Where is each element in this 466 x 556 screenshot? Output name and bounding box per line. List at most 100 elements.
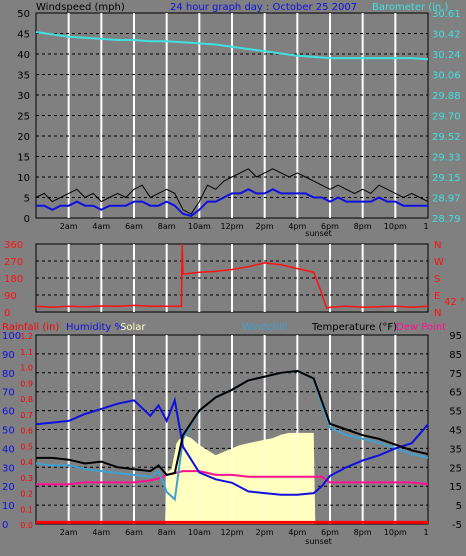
time-label: 4pm bbox=[288, 528, 306, 537]
time-label: 8am bbox=[158, 222, 176, 231]
direction-tick: 90 bbox=[4, 291, 17, 302]
barometer-tick: 29.52 bbox=[432, 132, 461, 143]
compass-tick: W bbox=[434, 257, 444, 268]
time-label: 4am bbox=[92, 222, 110, 231]
time-label: 6pm bbox=[321, 528, 339, 537]
barometer-tick: 29.70 bbox=[432, 112, 461, 123]
windspeed-tick: 20 bbox=[17, 132, 30, 143]
humidity-label: Humidity % bbox=[66, 322, 124, 333]
humidity-tick: 30 bbox=[2, 463, 15, 474]
humidity-tick: 10 bbox=[2, 501, 15, 512]
rain-tick: 0.9 bbox=[20, 379, 33, 388]
humidity-tick: 90 bbox=[2, 350, 15, 361]
barometer-tick: 28.79 bbox=[432, 214, 461, 225]
barometer-tick: 30.06 bbox=[432, 71, 461, 82]
compass-tick: E bbox=[434, 291, 440, 302]
barometer-tick: 29.33 bbox=[432, 153, 461, 164]
solar-label: Solar bbox=[120, 322, 146, 333]
time-label: 4am bbox=[92, 528, 110, 537]
humidity-tick: 40 bbox=[2, 444, 15, 455]
rain-tick: 0.6 bbox=[20, 427, 33, 436]
time-label: 8pm bbox=[354, 222, 372, 231]
humidity-tick: 100 bbox=[2, 331, 21, 342]
time-label: 12pm bbox=[220, 528, 243, 537]
temperature-tick: 95 bbox=[449, 331, 462, 342]
rain-tick: 0.0 bbox=[20, 521, 33, 530]
humidity-tick: 50 bbox=[2, 426, 15, 437]
humidity-tick: 0 bbox=[2, 520, 8, 531]
direction-tick: 270 bbox=[4, 257, 23, 268]
direction-tick: 180 bbox=[4, 274, 23, 285]
windspeed-tick: 0 bbox=[24, 214, 30, 225]
windspeed-tick: 50 bbox=[17, 9, 30, 20]
humidity-line bbox=[35, 396, 429, 496]
dewpoint-label: Dew Point bbox=[396, 322, 446, 333]
direction-value-label: 42 ° bbox=[444, 297, 465, 308]
temperature-tick: 85 bbox=[449, 350, 462, 361]
windspeed-tick: 15 bbox=[17, 153, 30, 164]
temperature-tick: 75 bbox=[449, 369, 462, 380]
compass-tick: N bbox=[434, 240, 441, 251]
time-label: 10am bbox=[188, 222, 211, 231]
time-label-end: 1 bbox=[423, 528, 428, 537]
temperature-tick: 25 bbox=[449, 463, 462, 474]
rain-tick: 0.1 bbox=[20, 505, 33, 514]
rain-tick: 1.2 bbox=[20, 332, 33, 341]
windspeed-tick: 30 bbox=[17, 91, 30, 102]
windspeed-tick: 45 bbox=[17, 30, 30, 41]
time-label: 2pm bbox=[256, 222, 274, 231]
direction-tick: 0 bbox=[4, 308, 10, 319]
time-label: 6pm bbox=[321, 222, 339, 231]
rain-tick: 0.3 bbox=[20, 474, 33, 483]
barometer-tick: 29.15 bbox=[432, 173, 461, 184]
sunset-label: sunset bbox=[305, 537, 332, 546]
time-label: 8pm bbox=[354, 528, 372, 537]
windspeed-tick: 25 bbox=[17, 112, 30, 123]
humidity-tick: 70 bbox=[2, 388, 15, 399]
humidity-tick: 60 bbox=[2, 407, 15, 418]
temperature-line bbox=[36, 369, 429, 477]
windspeed-axis-label: Windspeed (mph) bbox=[36, 2, 125, 13]
windchill-label: Windchill bbox=[242, 322, 287, 333]
barometer-axis-label: Barometer (in.) bbox=[372, 2, 448, 13]
dewpoint-line bbox=[36, 470, 429, 486]
temperature-label: Temperature (°F) bbox=[311, 322, 397, 333]
windspeed-tick: 5 bbox=[24, 194, 30, 205]
temperature-tick: 65 bbox=[449, 388, 462, 399]
time-label: 10pm bbox=[384, 528, 407, 537]
barometer-tick: 30.61 bbox=[432, 9, 461, 20]
compass-tick: N bbox=[434, 308, 441, 319]
windspeed-tick: 35 bbox=[17, 71, 30, 82]
graph-title: 24 hour graph day : October 25 2007 bbox=[170, 2, 357, 13]
windspeed-tick: 10 bbox=[17, 173, 30, 184]
temperature-tick: -5 bbox=[452, 520, 462, 531]
rain-tick: 1.0 bbox=[20, 364, 33, 373]
direction-tick: 360 bbox=[4, 240, 23, 251]
temperature-tick: 5 bbox=[456, 501, 462, 512]
time-label: 4pm bbox=[288, 222, 306, 231]
windspeed-line bbox=[35, 168, 429, 215]
time-label: 10am bbox=[188, 528, 211, 537]
rain-tick: 0.8 bbox=[20, 395, 33, 404]
barometer-line bbox=[35, 31, 429, 61]
barometer-tick: 30.24 bbox=[432, 50, 461, 61]
temperature-tick: 55 bbox=[449, 407, 462, 418]
rain-tick: 0.2 bbox=[20, 490, 33, 499]
humidity-tick: 80 bbox=[2, 369, 15, 380]
sunset-label: sunset bbox=[305, 229, 332, 238]
time-label: 6am bbox=[125, 528, 143, 537]
rain-tick: 0.5 bbox=[20, 442, 33, 451]
rain-label: Rainfall (in) bbox=[2, 322, 59, 333]
time-label-end: 1 bbox=[423, 222, 428, 231]
barometer-tick: 29.88 bbox=[432, 91, 461, 102]
rain-tick: 0.7 bbox=[20, 411, 33, 420]
windspeed-tick: 40 bbox=[17, 50, 30, 61]
temperature-tick: 35 bbox=[449, 444, 462, 455]
solar-area bbox=[165, 432, 316, 524]
temperature-tick: 45 bbox=[449, 426, 462, 437]
time-label: 10pm bbox=[384, 222, 407, 231]
temperature-tick: 15 bbox=[449, 482, 462, 493]
wind-baro-panel: 0 5 10 15 20 25 30 35 40 45 50 28.79 28.97 29.15 29.33… bbox=[17, 9, 460, 238]
